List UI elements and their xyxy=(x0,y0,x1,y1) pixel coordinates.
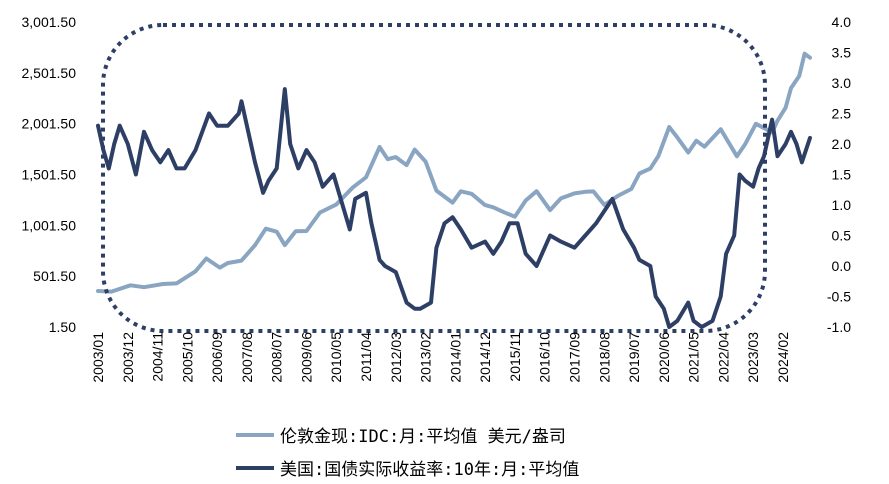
left-tick-label: 2,001.50 xyxy=(22,116,77,132)
x-tick-label: 2014/12 xyxy=(477,332,493,383)
x-tick-label: 2018/08 xyxy=(596,332,612,383)
right-tick-label: 0.0 xyxy=(832,258,852,274)
x-tick-label: 2005/10 xyxy=(179,332,195,383)
x-tick-label: 2017/09 xyxy=(567,332,583,383)
x-tick-label: 2010/05 xyxy=(328,332,344,383)
left-tick-label: 2,501.50 xyxy=(22,65,77,81)
x-tick-label: 2019/07 xyxy=(626,332,642,383)
x-tick-label: 2003/12 xyxy=(120,332,136,383)
series-line-yield xyxy=(96,87,812,329)
x-tick-label: 2016/10 xyxy=(537,332,553,383)
series-line-gold xyxy=(96,51,812,294)
legend-swatch-gold xyxy=(236,432,274,437)
x-tick-label: 2003/01 xyxy=(90,332,106,383)
right-tick-label: 4.0 xyxy=(832,14,852,30)
right-tick-label: 3.0 xyxy=(832,75,852,91)
x-tick-label: 2015/11 xyxy=(507,332,523,382)
legend-label-gold: 伦敦金现:IDC:月:平均值 美元/盎司 xyxy=(280,427,566,447)
right-tick-label: 2.5 xyxy=(832,106,852,122)
highlight-layer xyxy=(101,23,767,333)
x-tick-label: 2020/06 xyxy=(656,332,672,383)
legend-label-yield: 美国:国债实际收益率:10年:月:平均值 xyxy=(280,460,580,480)
left-tick-label: 501.50 xyxy=(33,268,76,284)
x-tick-label: 2024/02 xyxy=(775,332,791,383)
x-tick-label: 2007/08 xyxy=(239,332,255,383)
x-axis-ticks: 2003/01 2003/12 2004/11 2005/10 2006/09 2007/… xyxy=(90,332,791,383)
x-tick-label: 2004/11 xyxy=(150,332,166,382)
right-tick-label: 2.0 xyxy=(832,136,852,152)
legend-swatch-yield xyxy=(236,465,274,470)
legend-item-gold: 伦敦金现:IDC:月:平均值 美元/盎司 xyxy=(236,418,579,451)
x-tick-label: 2009/06 xyxy=(299,332,315,383)
x-tick-label: 2022/04 xyxy=(715,332,731,383)
legend-item-yield: 美国:国债实际收益率:10年:月:平均值 xyxy=(236,451,579,484)
x-tick-label: 2006/09 xyxy=(209,332,225,383)
left-tick-label: 1,001.50 xyxy=(22,217,77,233)
x-tick-label: 2011/04 xyxy=(358,332,374,382)
right-tick-label: 1.5 xyxy=(832,167,852,183)
highlight-box xyxy=(101,23,767,333)
right-tick-label: -1.0 xyxy=(827,319,851,335)
plot-lines xyxy=(96,51,812,329)
x-tick-label: 2014/01 xyxy=(447,332,463,383)
x-tick-label: 2008/07 xyxy=(269,332,285,383)
x-tick-label: 2023/03 xyxy=(745,332,761,383)
right-tick-label: 3.5 xyxy=(832,45,852,61)
x-tick-label: 2013/02 xyxy=(418,332,434,383)
legend: 伦敦金现:IDC:月:平均值 美元/盎司 美国:国债实际收益率:10年:月:平均… xyxy=(236,418,579,484)
left-tick-label: 1,501.50 xyxy=(22,167,77,183)
left-axis-ticks: 3,001.50 2,501.50 2,001.50 1,501.50 1,001.50… xyxy=(22,14,77,335)
right-axis-ticks: 4.0 3.5 3.0 2.5 2.0 1.5 1.0 0.5 0.0 -0.5 -1.0 xyxy=(827,14,851,335)
x-tick-label: 2021/05 xyxy=(686,332,702,383)
x-tick-label: 2012/03 xyxy=(388,332,404,383)
right-tick-label: 0.5 xyxy=(832,228,852,244)
right-tick-label: -0.5 xyxy=(827,289,851,305)
right-tick-label: 1.0 xyxy=(832,197,852,213)
left-tick-label: 3,001.50 xyxy=(22,14,77,30)
left-tick-label: 1.50 xyxy=(49,319,76,335)
